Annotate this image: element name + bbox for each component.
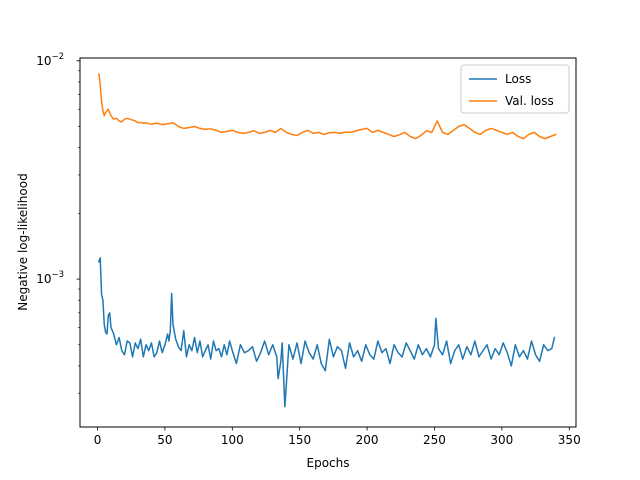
x-axis-label: Epochs (307, 456, 350, 470)
legend-label-1: Val. loss (505, 94, 554, 108)
x-tick-label-2: 100 (221, 433, 244, 447)
y-axis-label: Negative log-likelihood (16, 173, 30, 310)
legend: Loss Val. loss (460, 64, 570, 114)
legend-label-0: Loss (505, 72, 531, 86)
x-tick-label-6: 300 (490, 433, 513, 447)
x-tick-label-4: 200 (356, 433, 379, 447)
plot-area (80, 58, 576, 427)
series-line-1 (98, 73, 557, 140)
series-line-0 (97, 257, 556, 408)
series-layer (97, 73, 557, 408)
x-tick-label-5: 250 (423, 433, 446, 447)
x-tick-label-3: 150 (288, 433, 311, 447)
x-tick-label-0: 0 (94, 433, 102, 447)
x-tick-label-7: 350 (558, 433, 581, 447)
x-tick-label-1: 50 (157, 433, 172, 447)
plot-frame (79, 57, 577, 428)
x-axis: 0 50 100 150 200 250 300 350 (94, 427, 581, 447)
